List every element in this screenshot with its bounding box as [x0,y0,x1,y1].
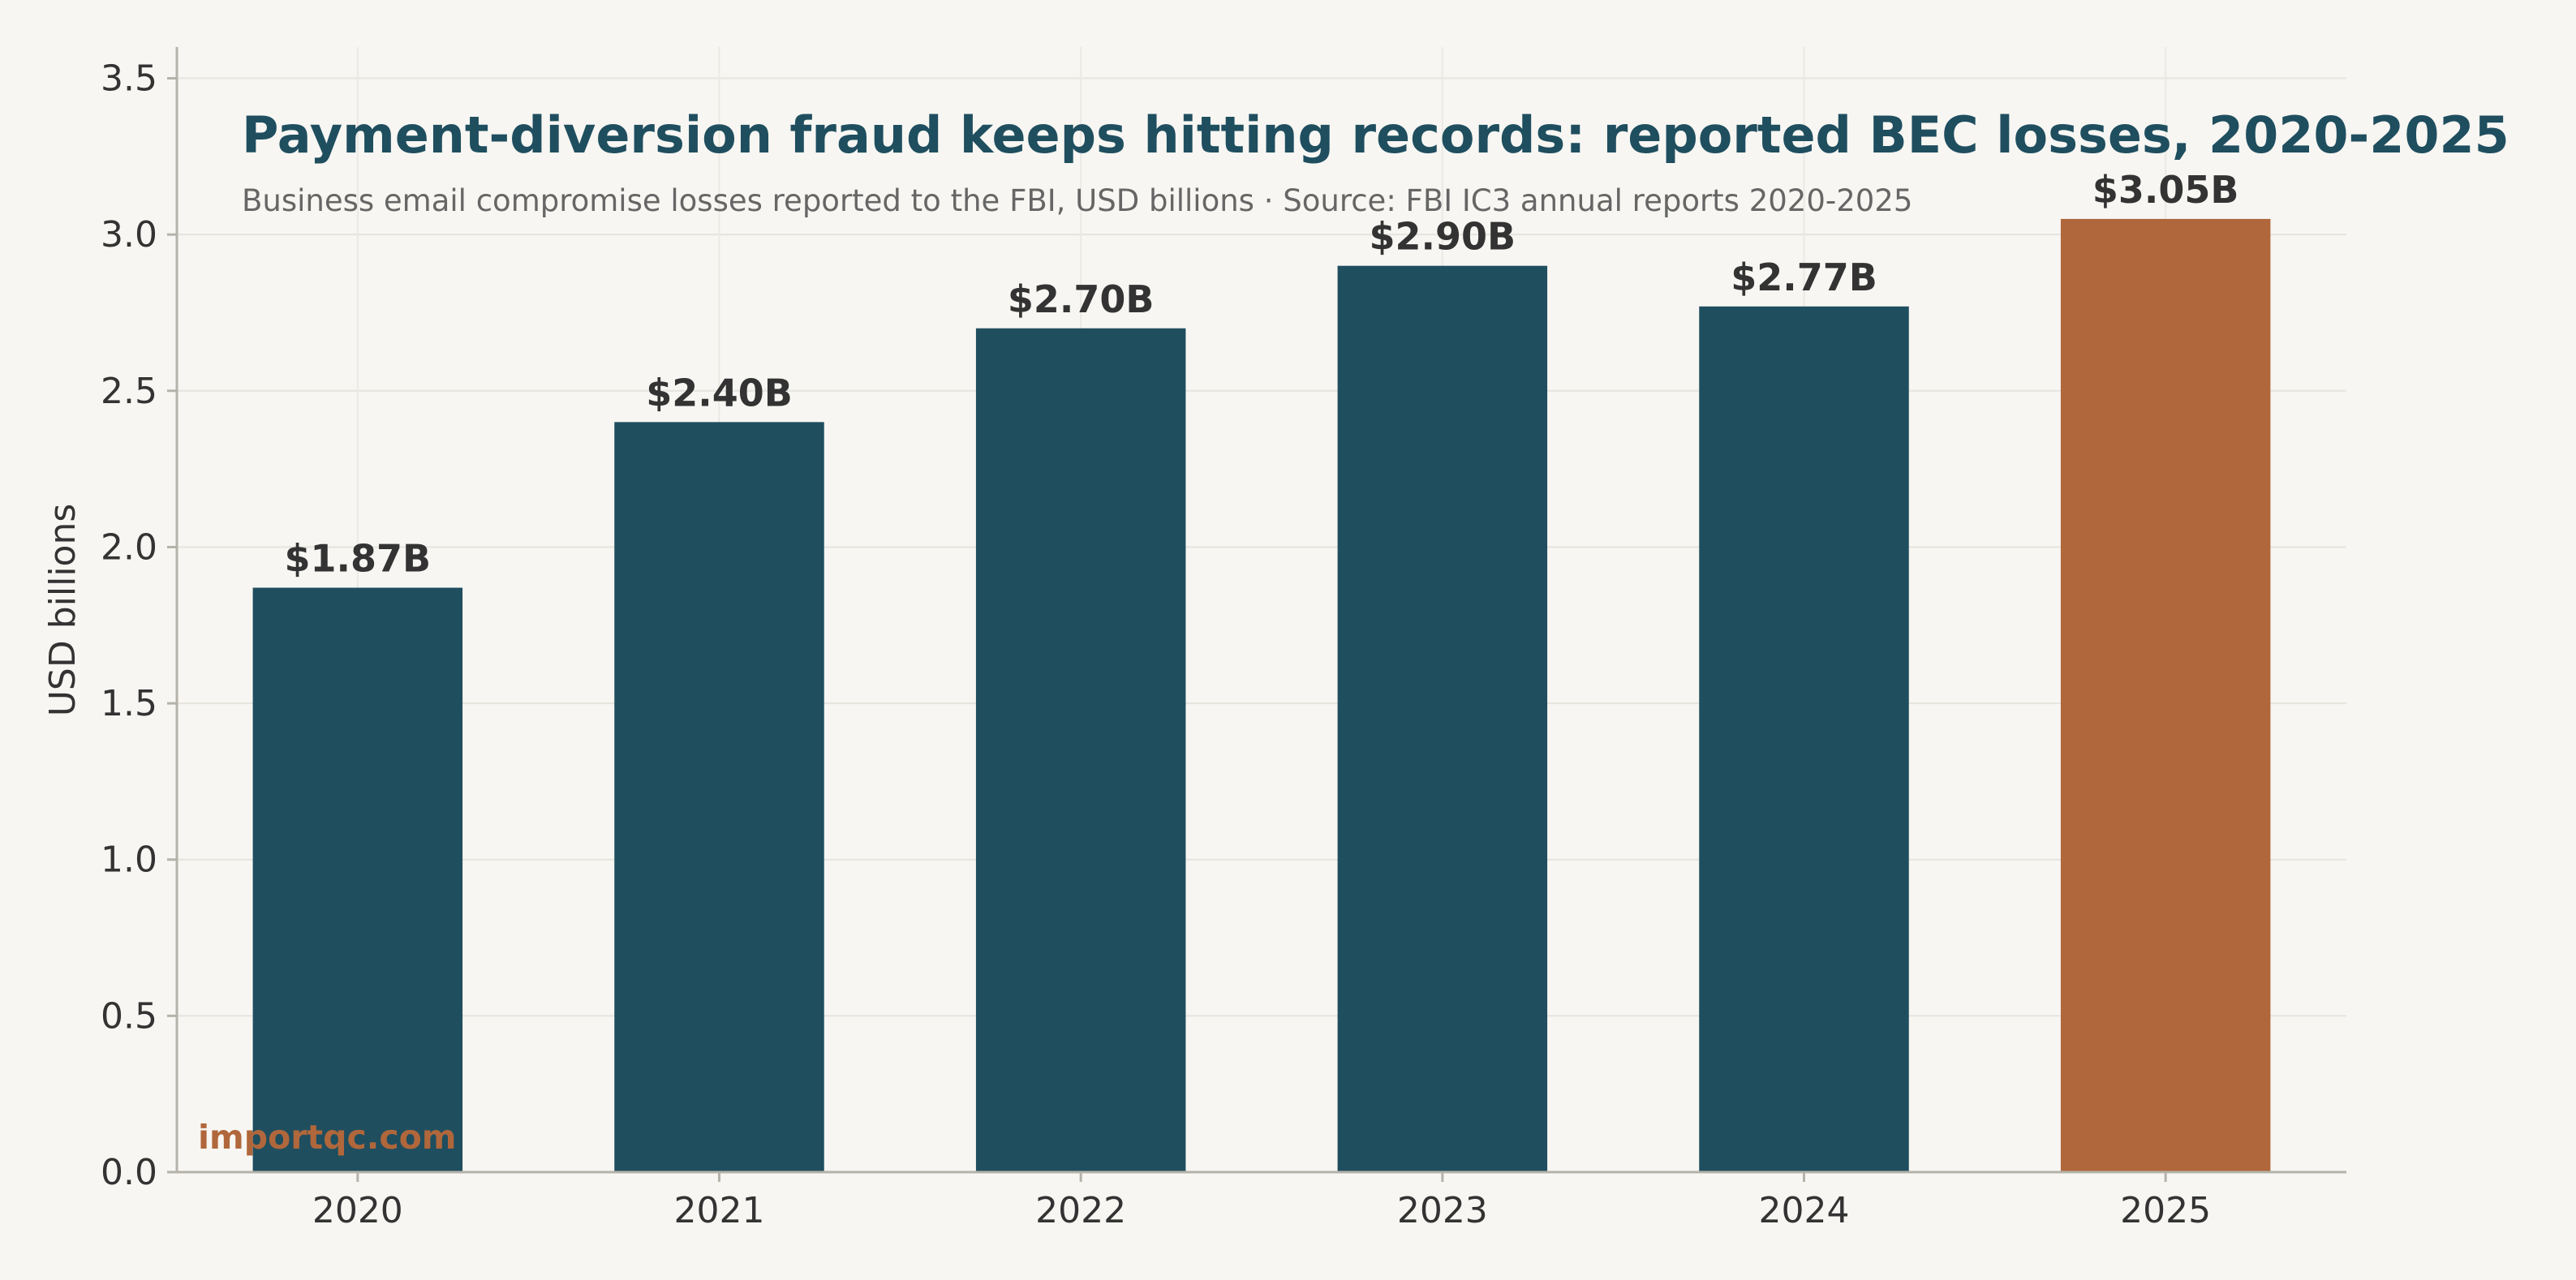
watermark: importqc.com [198,1118,457,1157]
x-tick-label: 2021 [674,1190,765,1231]
data-label-2024: $2.77B [1731,256,1877,299]
data-label-2025: $3.05B [2092,168,2239,212]
y-tick-label: 2.5 [101,371,157,412]
x-tick-label: 2020 [312,1190,403,1231]
x-tick-label: 2024 [1759,1190,1850,1231]
bar-2023 [1337,265,1548,1172]
bar-2020 [252,587,463,1172]
chart-subtitle: Business email compromise losses reporte… [242,183,1912,218]
data-labels: $1.87B $2.40B $2.70B $2.90B $2.77B $3.05B [285,168,2239,581]
y-tick-labels: 0.0 0.5 1.0 1.5 2.0 2.5 3.0 3.5 [101,58,177,1193]
bar-2022 [975,328,1186,1172]
x-tick-label: 2022 [1035,1190,1126,1231]
y-tick-label: 0.5 [101,995,157,1037]
bar-2024 [1699,306,1909,1173]
y-tick-label: 3.5 [101,58,157,100]
y-tick-label: 1.5 [101,683,157,724]
chart-title: Payment-diversion fraud keeps hitting re… [242,105,2509,165]
bar-2025 [2060,218,2271,1172]
x-tick-label: 2025 [2120,1190,2211,1231]
data-label-2023: $2.90B [1370,215,1516,259]
y-tick-label: 1.0 [101,840,157,881]
y-tick-label: 0.0 [101,1152,157,1193]
x-tick-labels: 2020 2021 2022 2023 2024 2025 [312,1172,2211,1231]
bars [252,218,2271,1173]
data-label-2022: $2.70B [1008,277,1155,321]
data-label-2020: $1.87B [285,537,432,581]
y-axis-label: USD billions [42,504,84,717]
data-label-2021: $2.40B [646,371,793,414]
y-tick-label: 2.0 [101,526,157,568]
x-tick-label: 2023 [1397,1190,1488,1231]
bar-2021 [614,422,824,1172]
y-tick-label: 3.0 [101,214,157,256]
